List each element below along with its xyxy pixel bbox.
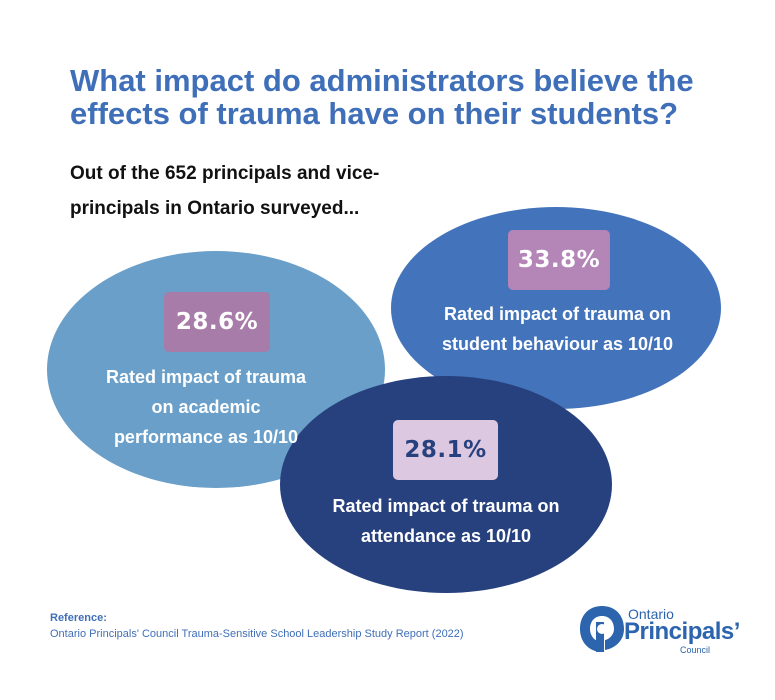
reference-text: Ontario Principals' Council Trauma-Sensi… <box>50 628 464 640</box>
logo-text-principals: Principals’ <box>624 618 740 645</box>
attendance-ellipse <box>280 376 612 593</box>
attendance-caption: Rated impact of trauma on attendance as … <box>332 496 560 546</box>
behaviour-caption: Rated impact of trauma on student behavi… <box>441 304 674 354</box>
logo-text-council: Council <box>680 645 711 655</box>
subtitle: Out of the 652 principals and vice-princ… <box>70 163 380 219</box>
academic-percent-badge: 28.6% <box>164 292 270 352</box>
reference-label: Reference: <box>50 612 107 624</box>
ontario-principals-council-logo: Ontario Principals’ Council <box>578 600 748 664</box>
attendance-percent-badge: 28.1% <box>393 420 498 480</box>
logo-text-ontario: Ontario <box>628 606 674 622</box>
behaviour-percent-badge: 33.8% <box>508 230 610 290</box>
p-logo-icon <box>580 606 624 652</box>
academic-caption: Rated impact of trauma on academic perfo… <box>105 367 307 447</box>
page-title: What impact do administrators believe th… <box>70 63 694 131</box>
